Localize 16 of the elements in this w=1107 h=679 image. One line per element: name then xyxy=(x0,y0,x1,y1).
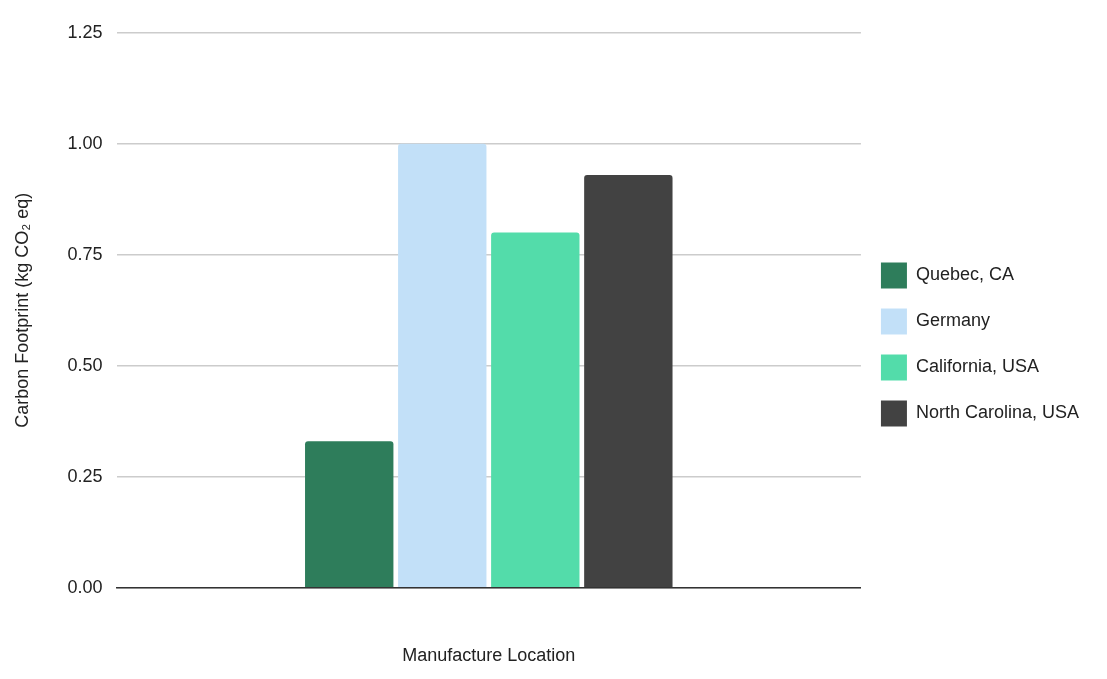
bar xyxy=(584,174,673,588)
bar xyxy=(398,143,487,588)
legend-label: North Carolina, USA xyxy=(915,402,1080,423)
y-tick-label: 0.25 xyxy=(67,465,103,486)
legend-label: Germany xyxy=(915,310,990,331)
y-tick-label: 1.25 xyxy=(67,21,103,42)
legend-label: California, USA xyxy=(915,356,1039,377)
y-tick-label: 1.00 xyxy=(67,132,103,153)
legend-label: Quebec, CA xyxy=(915,264,1014,285)
y-tick-label: 0.75 xyxy=(67,243,103,264)
y-axis-title: Carbon Footprint (kg CO₂ eq) xyxy=(11,192,32,428)
bar xyxy=(305,441,394,588)
x-axis-title: Manufacture Location xyxy=(402,645,576,666)
y-tick-label: 0.50 xyxy=(67,354,103,375)
y-tick-label: 0.00 xyxy=(67,576,103,597)
bar xyxy=(491,232,580,588)
